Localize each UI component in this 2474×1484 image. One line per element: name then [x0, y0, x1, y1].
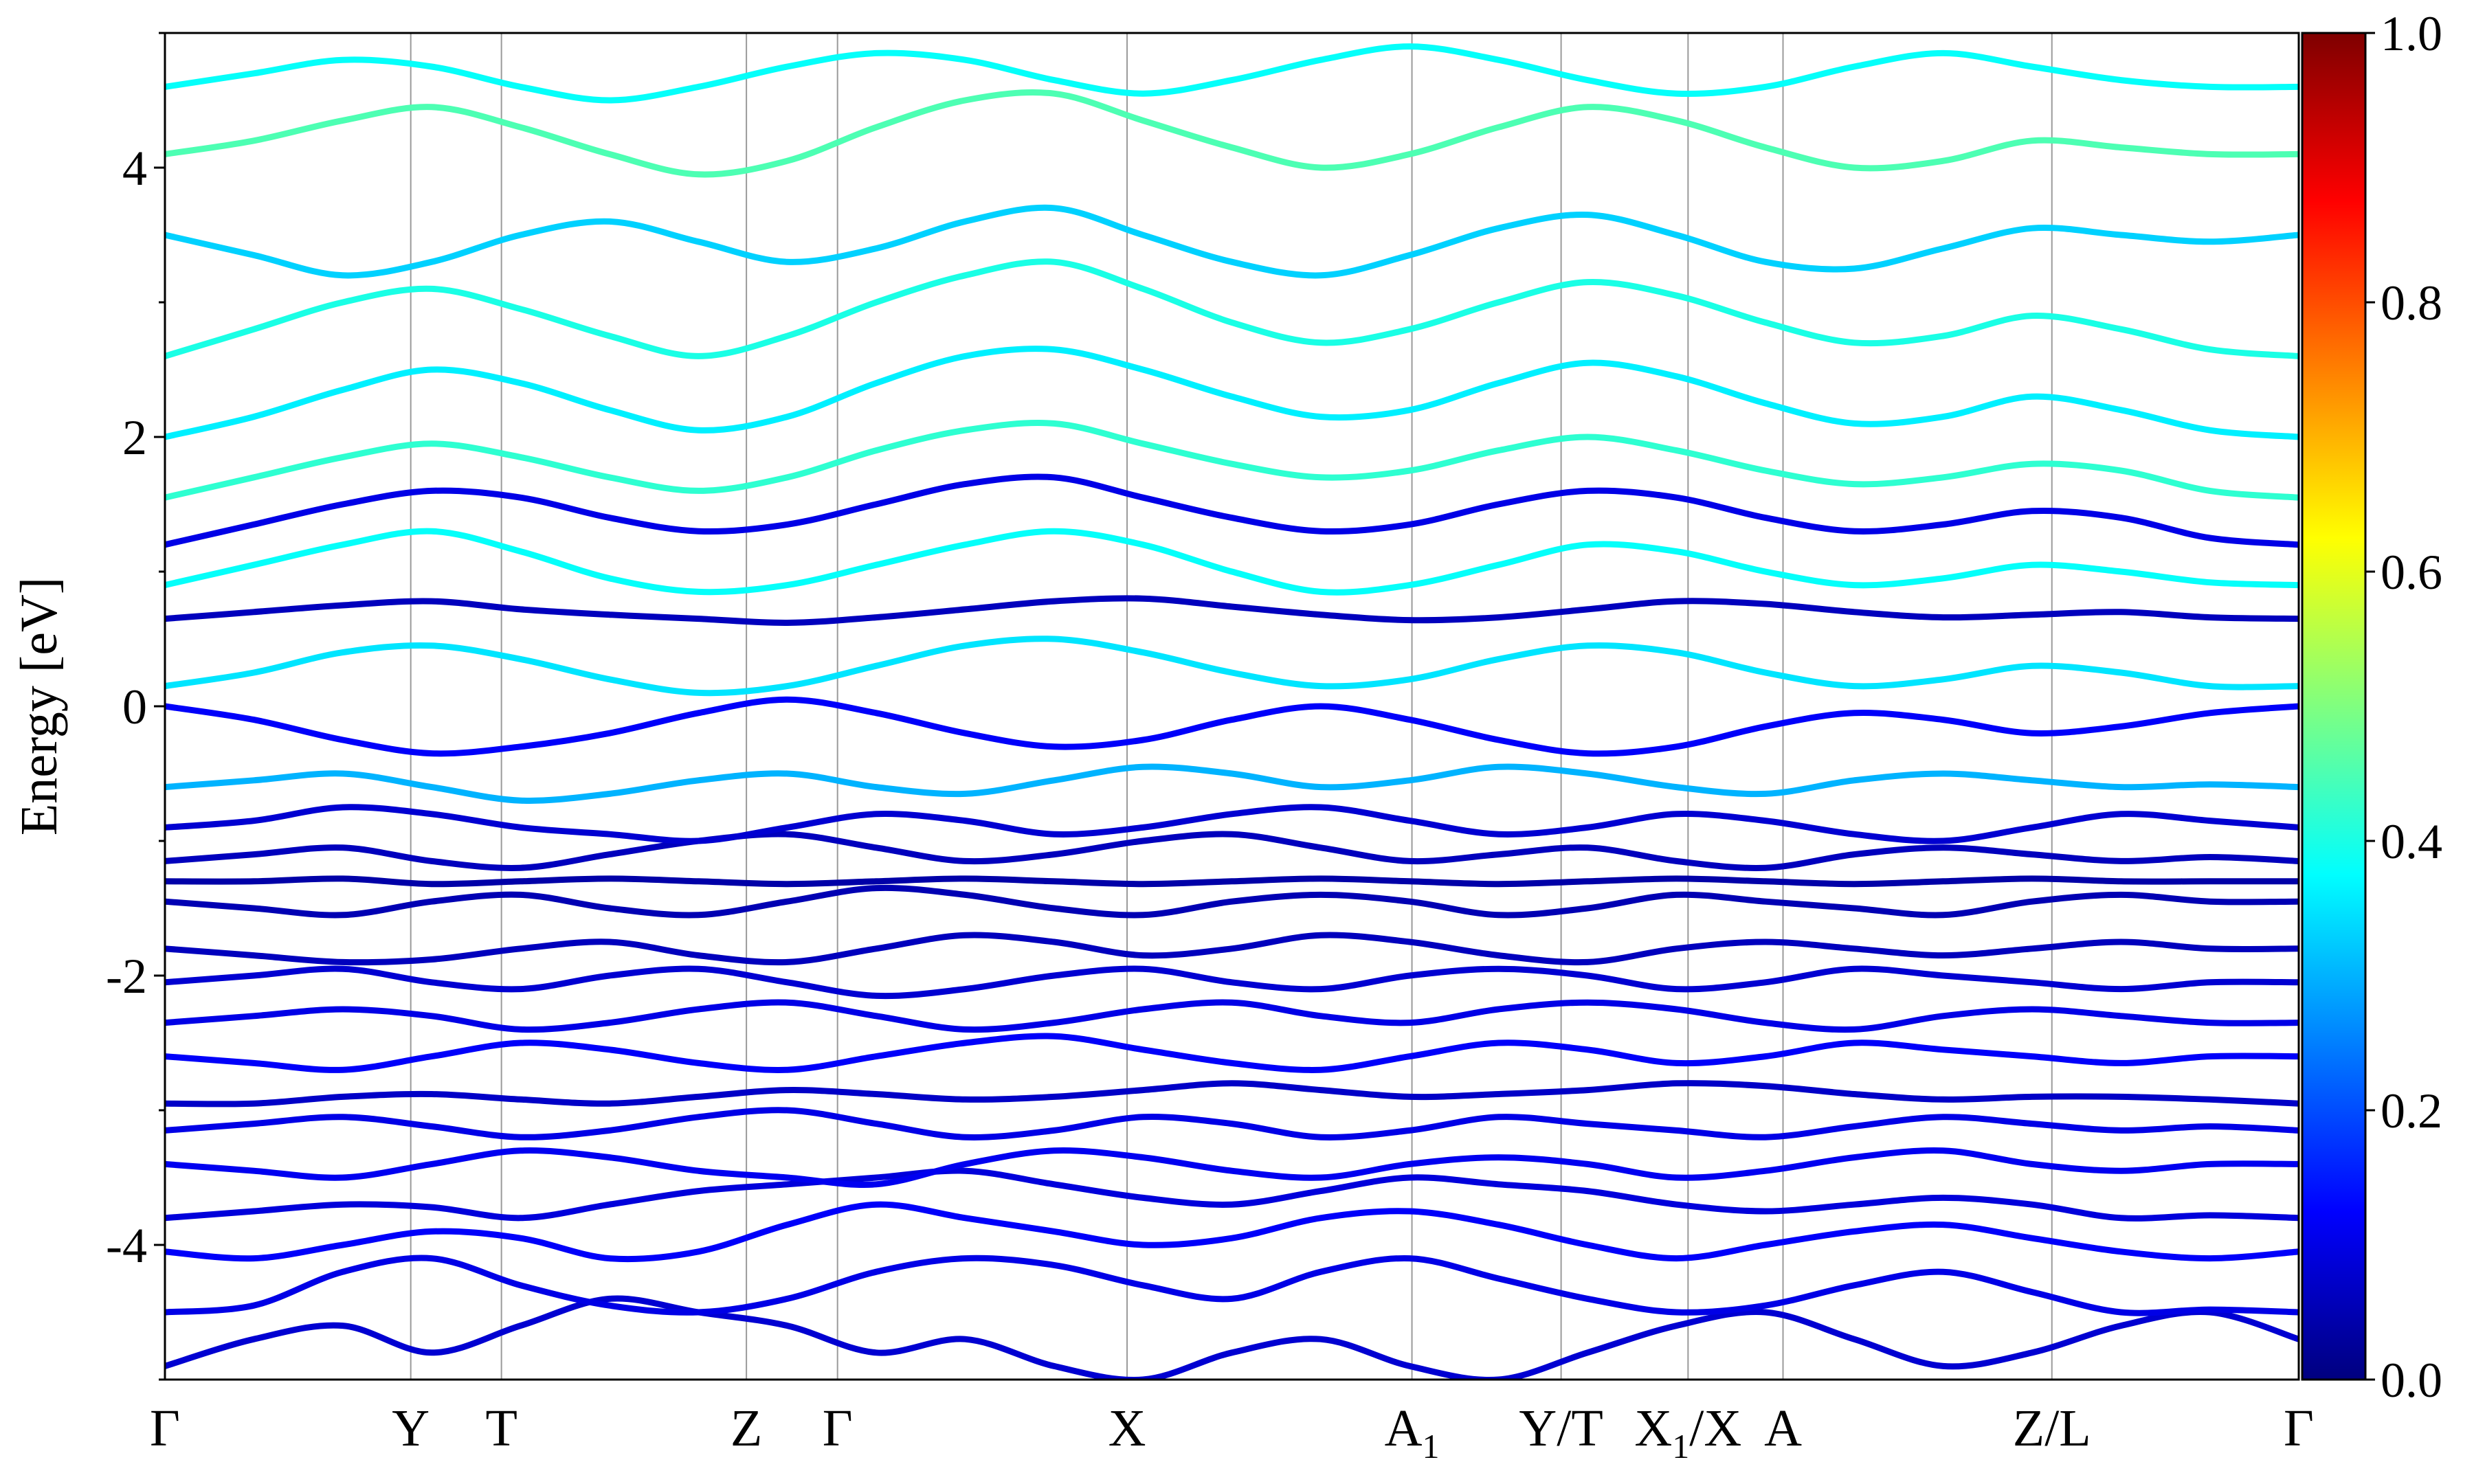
band-line	[165, 1295, 2299, 1380]
band-line	[165, 346, 2299, 440]
x-axis-kpoint-labels: Γ Y T Z Γ X A1 Y/T X1/X A Z/L Γ	[150, 1399, 2314, 1465]
band-line	[165, 831, 2299, 871]
band-line	[165, 1167, 2299, 1222]
energy-bands	[165, 43, 2299, 1380]
colorbar-tick-label: 0.8	[2381, 276, 2442, 330]
kpoint-label: T	[485, 1399, 517, 1457]
band-line	[165, 763, 2299, 804]
band-line	[165, 696, 2299, 757]
kpoint-label: Z/L	[2013, 1399, 2091, 1457]
band-line	[165, 804, 2299, 844]
y-tick-label: 2	[122, 410, 147, 465]
colorbar	[2301, 32, 2367, 1381]
colorbar-tick-label: 0.2	[2381, 1083, 2442, 1138]
band-line	[165, 932, 2299, 966]
band-line	[165, 1080, 2299, 1108]
kpoint-label: Γ	[2284, 1399, 2314, 1457]
colorbar-tick-label: 0.4	[2381, 814, 2442, 869]
band-line	[165, 1107, 2299, 1140]
kpoint-label: X1/X	[1634, 1399, 1741, 1465]
band-line	[165, 884, 2299, 919]
colorbar-tick-label: 0.0	[2381, 1353, 2442, 1408]
kpoint-label: Y	[392, 1399, 430, 1457]
band-line	[165, 1255, 2299, 1316]
band-line	[165, 420, 2299, 501]
colorbar-tick-label: 1.0	[2381, 6, 2442, 61]
kpoint-label: Z	[731, 1399, 762, 1457]
colorbar-ticks: 0.0 0.2 0.4 0.6 0.8 1.0	[2365, 6, 2442, 1408]
colorbar-tick-label: 0.6	[2381, 545, 2442, 600]
band-line	[165, 528, 2299, 596]
plot-background	[165, 33, 2299, 1380]
band-line	[165, 999, 2299, 1033]
band-line	[165, 473, 2299, 548]
y-tick-label: -2	[106, 949, 147, 1004]
band-line	[165, 1147, 2299, 1188]
band-line	[165, 204, 2299, 279]
kpoint-label: Y/T	[1519, 1399, 1603, 1457]
band-line	[165, 89, 2299, 178]
band-line	[165, 1033, 2299, 1073]
kpoint-label: A	[1764, 1399, 1802, 1457]
band-line	[165, 636, 2299, 697]
y-tick-label: 0	[122, 679, 147, 734]
band-line	[165, 43, 2299, 104]
y-axis-ticks: -4 -2 0 2 4	[106, 32, 165, 1381]
band-line	[165, 875, 2299, 888]
kpoint-label: X	[1108, 1399, 1146, 1457]
band-line	[165, 258, 2299, 359]
band-line	[165, 595, 2299, 627]
kpoint-label: Γ	[823, 1399, 853, 1457]
band-line	[165, 1201, 2299, 1263]
y-tick-label: -4	[106, 1218, 147, 1273]
y-tick-label: 4	[122, 141, 147, 196]
kpoint-label: A1	[1385, 1399, 1440, 1465]
y-axis-title: Energy [eV]	[10, 577, 68, 835]
kpoint-label: Γ	[150, 1399, 180, 1457]
band-line	[165, 965, 2299, 1000]
